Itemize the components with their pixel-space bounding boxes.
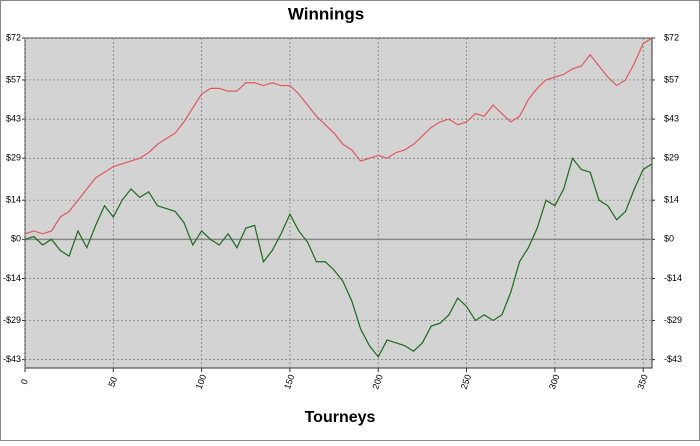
x-tick-label: 0 bbox=[19, 378, 30, 386]
y-tick-label: -$29 bbox=[3, 315, 21, 325]
chart-title: Winnings bbox=[288, 4, 364, 23]
y2-tick-label: $43 bbox=[664, 113, 679, 123]
y2-tick-label: $0 bbox=[664, 234, 674, 244]
x-tick-label: 150 bbox=[282, 373, 297, 391]
x-tick-label: 50 bbox=[106, 375, 119, 388]
y-tick-label: $43 bbox=[6, 113, 21, 123]
x-tick-label: 200 bbox=[370, 373, 385, 391]
y-tick-label: $57 bbox=[6, 74, 21, 84]
y-tick-label: $0 bbox=[11, 234, 21, 244]
y-tick-label: $29 bbox=[6, 153, 21, 163]
series-line bbox=[24, 37, 653, 235]
y2-tick-label: $72 bbox=[664, 32, 679, 42]
y2-tick-label: -$29 bbox=[664, 315, 682, 325]
x-tick-label: 300 bbox=[547, 373, 562, 391]
plot-area bbox=[24, 37, 653, 369]
series-line bbox=[24, 156, 653, 358]
y2-tick-label: -$14 bbox=[664, 273, 682, 283]
x-tick-label: 350 bbox=[635, 373, 650, 391]
x-tick-label: 100 bbox=[194, 373, 209, 391]
y2-tick-label: $29 bbox=[664, 153, 679, 163]
y-tick-label: -$43 bbox=[3, 354, 21, 364]
y2-tick-label: $14 bbox=[664, 195, 679, 205]
y-tick-label: $72 bbox=[6, 32, 21, 42]
y-tick-label: $14 bbox=[6, 195, 21, 205]
x-axis-label: Tourneys bbox=[305, 409, 376, 426]
y-tick-label: -$14 bbox=[3, 273, 21, 283]
y2-tick-label: $57 bbox=[664, 74, 679, 84]
y2-tick-label: -$43 bbox=[664, 354, 682, 364]
x-tick-label: 250 bbox=[459, 373, 474, 391]
